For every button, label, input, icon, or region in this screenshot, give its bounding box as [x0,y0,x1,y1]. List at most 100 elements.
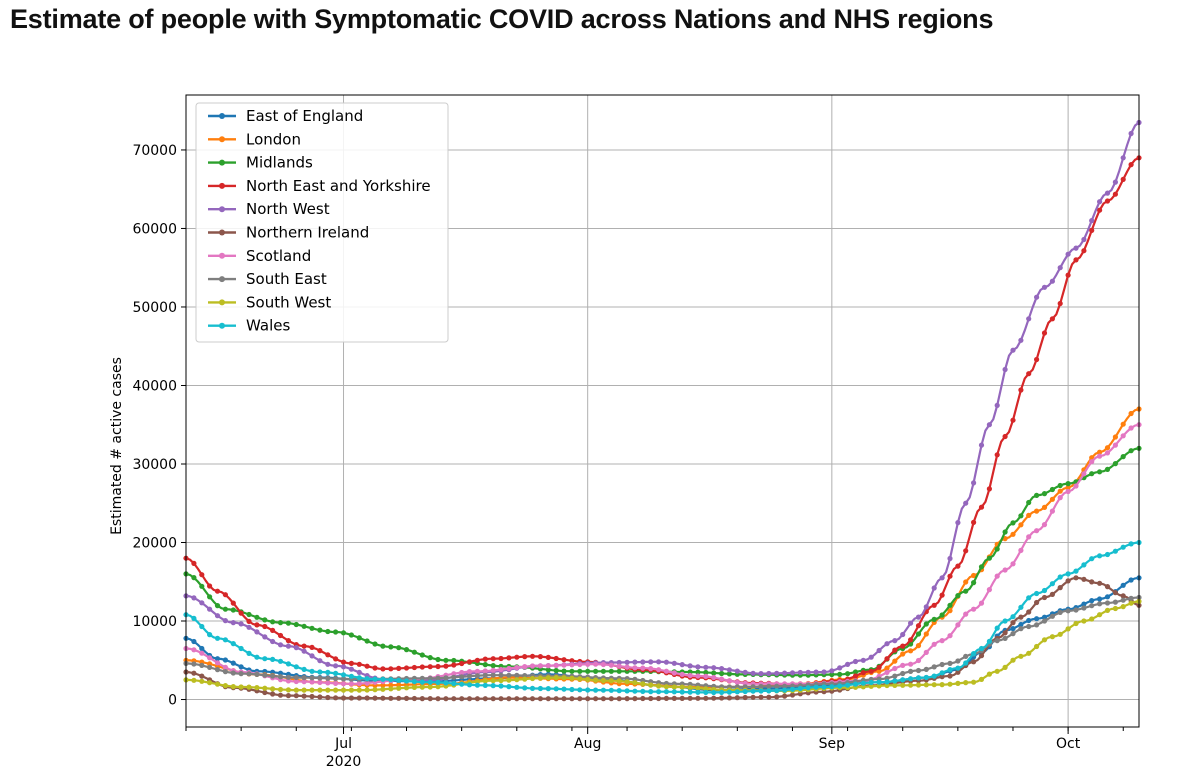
data-point [695,673,701,679]
data-point [766,670,772,677]
data-point [1018,547,1024,554]
data-point [648,659,654,665]
y-tick-label: 40000 [132,378,177,394]
data-point [1097,553,1103,559]
data-point [939,575,945,581]
data-point [403,665,410,671]
data-point [1104,600,1111,606]
data-point [270,656,276,663]
data-point [695,695,701,701]
data-point [301,687,307,693]
data-point [908,676,914,682]
legend-label: South West [246,293,331,311]
data-point [333,680,339,687]
data-point [506,677,512,683]
data-point [726,695,733,701]
data-point [451,671,457,677]
data-point [214,603,221,609]
data-point [624,659,630,665]
data-point [199,572,205,578]
data-point [474,668,480,674]
data-point [277,670,284,676]
data-point [474,657,480,663]
data-point [1010,614,1016,620]
data-point [939,592,945,598]
data-point [1057,574,1063,580]
data-point [1089,579,1095,585]
data-point [569,686,575,693]
data-point [845,682,851,688]
data-point [459,696,465,702]
data-point [569,675,575,681]
data-point [419,675,425,682]
data-point [986,486,993,492]
legend-label: London [246,130,301,148]
data-point [797,669,803,676]
data-point [199,673,205,679]
data-point [963,611,969,617]
data-point [600,661,607,668]
data-point [1026,371,1032,377]
data-point [364,687,370,693]
data-point [1089,598,1095,604]
data-point [348,666,354,672]
data-point [884,656,890,662]
data-point [561,668,567,674]
data-point [356,661,362,667]
data-point [490,667,496,674]
data-point [372,641,378,647]
data-point [671,684,677,690]
data-point [561,675,567,681]
data-point [1104,551,1111,558]
data-point [939,638,945,644]
data-point [309,625,315,631]
data-point [262,656,268,662]
data-point [821,684,827,690]
data-point [270,627,276,634]
data-point [238,671,244,677]
data-point [774,683,780,689]
data-point [514,654,520,660]
data-point [443,675,449,681]
data-point [860,670,866,676]
data-point [419,652,425,658]
data-point [270,638,276,645]
data-point [986,555,993,561]
data-point [1097,453,1103,459]
data-point [199,678,205,684]
data-point [506,684,512,690]
data-point [1010,561,1016,567]
data-point [451,696,457,702]
data-point [648,666,654,672]
data-point [1026,617,1032,624]
data-point [955,658,961,664]
data-point [742,694,748,701]
data-point [971,572,977,579]
data-point [1010,531,1016,537]
data-point [380,666,386,672]
data-point [923,666,929,673]
data-point [1002,618,1008,624]
data-point [915,657,922,664]
data-point [277,620,284,626]
data-point [388,682,394,688]
data-point [1010,626,1016,632]
data-point [703,669,709,676]
data-point [1041,330,1048,336]
data-point [553,655,559,662]
data-point [1034,599,1040,606]
data-point [1112,461,1118,467]
data-point [230,684,236,690]
data-point [537,663,544,669]
data-point [963,548,969,554]
data-point [325,652,331,658]
data-point [994,402,1000,408]
data-point [207,664,213,671]
legend-label: East of England [246,107,363,125]
data-point [388,644,394,650]
data-point [317,679,323,686]
data-point [884,679,890,685]
data-point [514,677,520,683]
data-point [624,688,630,694]
